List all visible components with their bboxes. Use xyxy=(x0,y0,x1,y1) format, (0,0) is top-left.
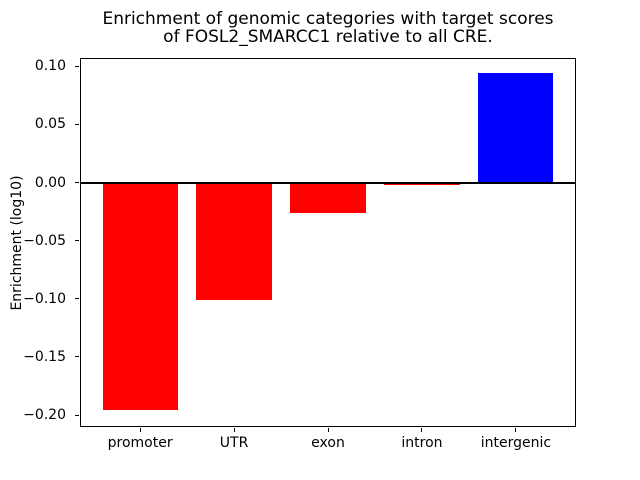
x-tick-mark xyxy=(139,428,141,432)
x-tick-label-promoter: promoter xyxy=(107,435,173,451)
y-tick-label: −0.20 xyxy=(23,407,66,424)
x-tick-label-exon: exon xyxy=(311,435,345,451)
y-tick-mark xyxy=(75,123,79,125)
zero-line xyxy=(80,181,576,184)
chart-title-line1: Enrichment of genomic categories with ta… xyxy=(102,9,554,29)
bar-promoter xyxy=(102,182,178,411)
x-tick-label-intron: intron xyxy=(401,435,443,451)
x-tick-mark xyxy=(515,428,517,432)
y-tick-label: −0.10 xyxy=(23,290,66,307)
y-tick-mark xyxy=(75,182,79,184)
y-tick-mark xyxy=(75,414,79,416)
chart-title: Enrichment of genomic categories with ta… xyxy=(80,9,576,47)
bar-intergenic xyxy=(478,73,554,183)
chart-title-line2: of FOSL2_SMARCC1 relative to all CRE. xyxy=(163,26,493,47)
bar-exon xyxy=(290,182,366,213)
y-tick-label: 0.10 xyxy=(34,58,66,75)
y-tick-mark xyxy=(75,240,79,242)
y-tick-label: 0.00 xyxy=(34,174,66,191)
y-tick-mark xyxy=(75,356,79,358)
bar-intron xyxy=(384,182,460,185)
y-tick-label: −0.05 xyxy=(23,232,66,249)
x-tick-mark xyxy=(327,428,329,432)
y-tick-mark xyxy=(75,298,79,300)
bar-UTR xyxy=(196,182,272,300)
y-tick-label: 0.05 xyxy=(34,116,66,133)
x-tick-mark xyxy=(233,428,235,432)
y-tick-mark xyxy=(75,65,79,67)
y-tick-label: −0.15 xyxy=(23,348,66,365)
plot-area: 0.10 0.05 0.00 −0.05 −0.10 −0.15 −0.20 promoter… xyxy=(23,58,576,451)
x-tick-label-UTR: UTR xyxy=(219,435,249,451)
x-tick-label-intergenic: intergenic xyxy=(480,435,552,451)
x-tick-mark xyxy=(421,428,423,432)
